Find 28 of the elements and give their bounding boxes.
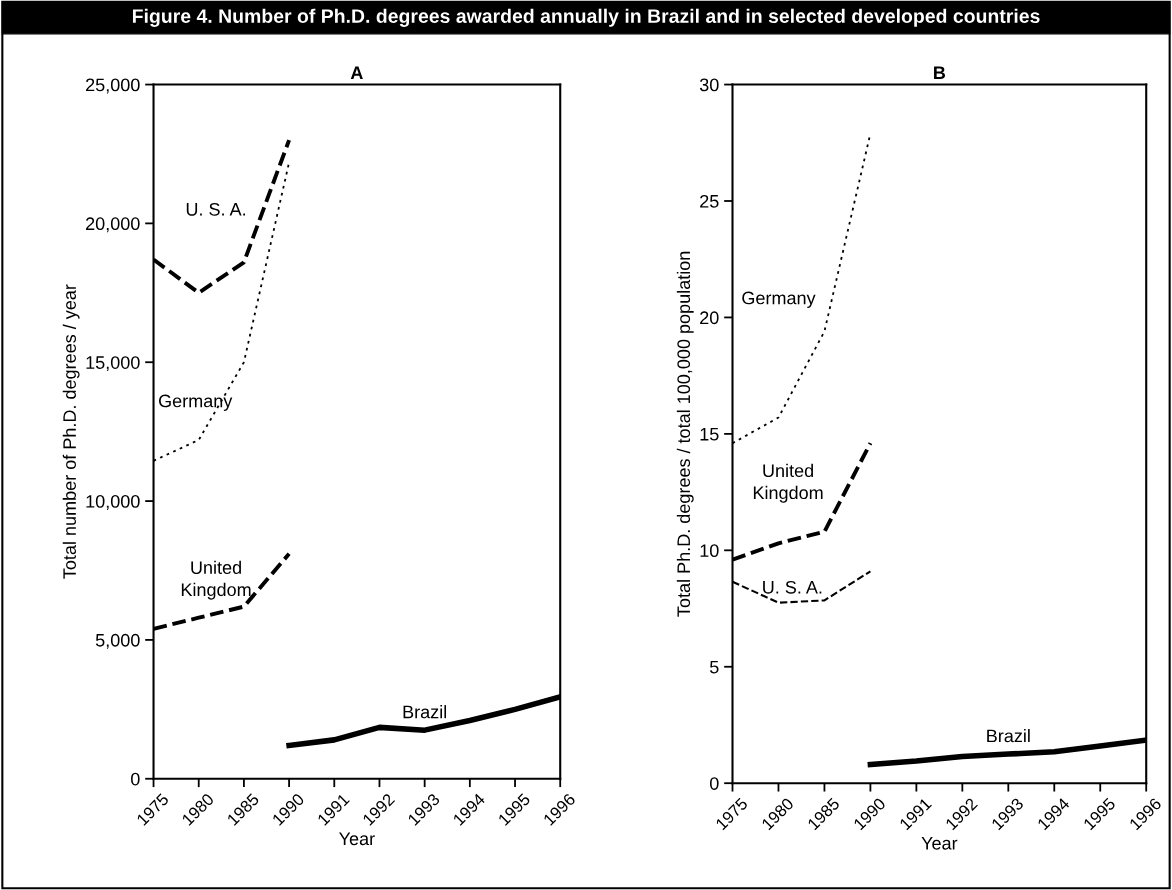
y-tick-label: 0 bbox=[131, 772, 140, 786]
series-label: United Kingdom bbox=[753, 463, 823, 503]
y-tick-label: 20 bbox=[700, 311, 719, 325]
y-tick-label: 5,000 bbox=[95, 633, 140, 649]
y-tick-label: 25 bbox=[700, 194, 719, 208]
series-label: U. S. A. bbox=[186, 202, 245, 216]
chart-title: B bbox=[934, 66, 946, 79]
y-axis-title: Total number of Ph.D. degrees / year bbox=[62, 284, 80, 579]
series-label: Germany bbox=[742, 291, 816, 308]
x-axis-title: Year bbox=[339, 832, 375, 846]
chart-title: A bbox=[350, 66, 363, 79]
y-tick-label: 10 bbox=[700, 544, 719, 558]
caption: Figure 4. Number of Ph.D. degrees awarded annually in Brazil and in selected developed countries bbox=[132, 8, 1040, 27]
y-tick-label: 30 bbox=[699, 78, 719, 92]
y-tick-label: 15,000 bbox=[86, 356, 140, 372]
y-tick-label: 20,000 bbox=[86, 217, 140, 233]
x-axis-title: Year bbox=[921, 837, 958, 850]
series-label: Brazil bbox=[403, 705, 447, 719]
series-label: Brazil bbox=[987, 729, 1030, 743]
y-axis-title: Total Ph.D. degrees / total 100,000 population bbox=[676, 251, 694, 617]
y-tick-label: 10,000 bbox=[86, 495, 140, 510]
series-label: U. S. A. bbox=[763, 580, 822, 594]
y-tick-label: 15 bbox=[700, 428, 719, 441]
y-tick-label: 5 bbox=[709, 660, 719, 674]
y-tick-label: 0 bbox=[709, 777, 719, 790]
series-label: Germany bbox=[158, 394, 233, 411]
y-tick-label: 25,000 bbox=[86, 78, 140, 94]
series-label: United Kingdom bbox=[181, 560, 251, 600]
